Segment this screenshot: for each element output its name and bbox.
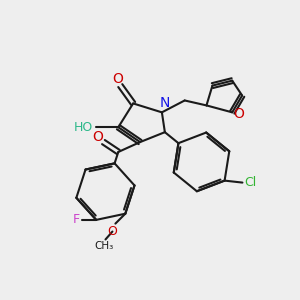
Text: CH₃: CH₃ (94, 242, 113, 251)
Text: O: O (107, 225, 117, 238)
Text: HO: HO (74, 121, 93, 134)
Text: O: O (112, 72, 123, 86)
Text: N: N (160, 96, 170, 110)
Text: O: O (92, 130, 103, 144)
Text: O: O (234, 107, 244, 121)
Text: Cl: Cl (244, 176, 256, 189)
Text: F: F (73, 213, 80, 226)
